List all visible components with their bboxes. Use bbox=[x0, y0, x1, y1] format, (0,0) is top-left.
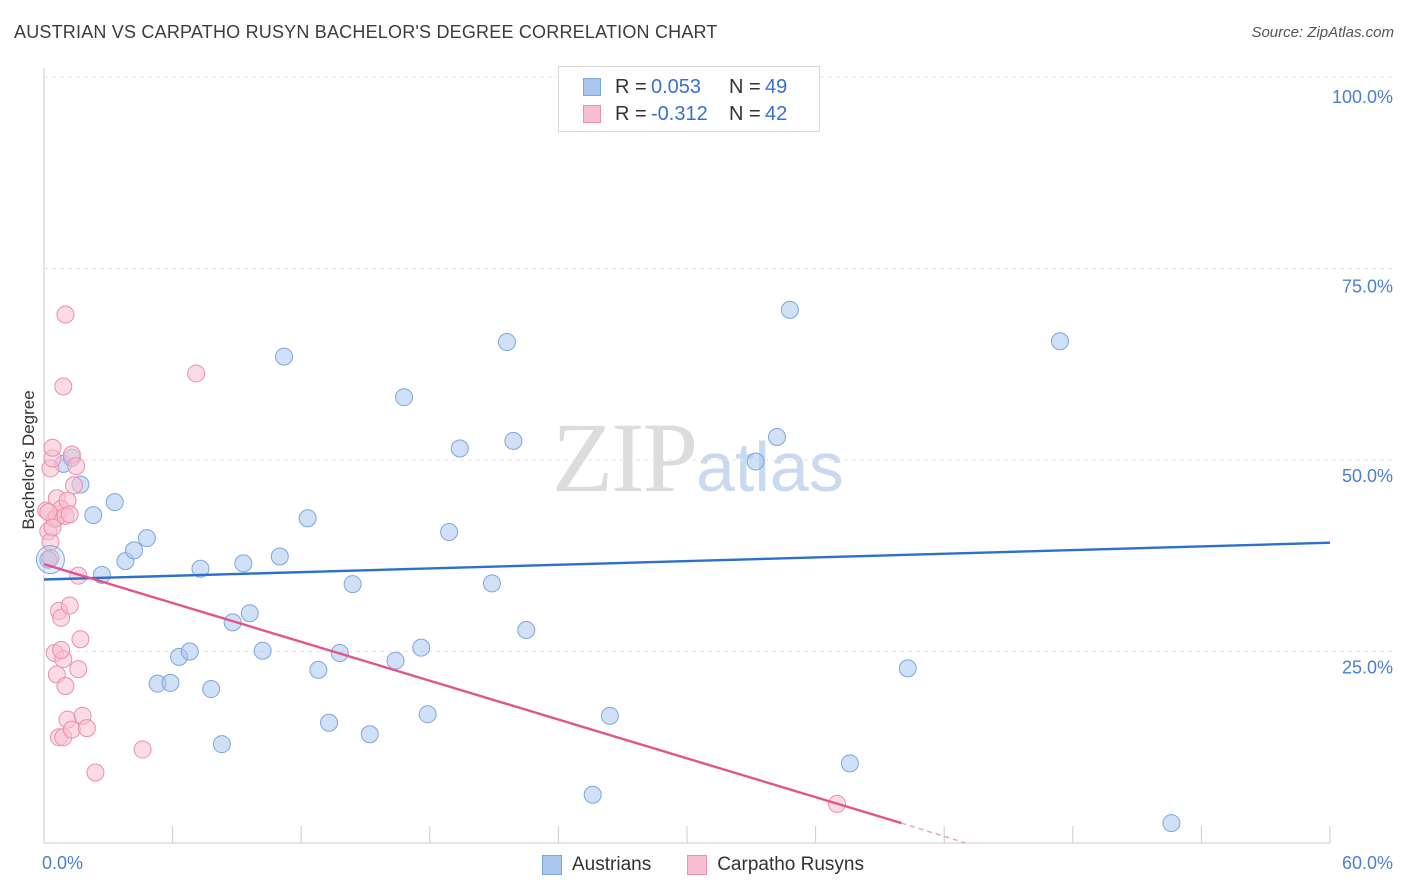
point-austrians bbox=[270, 547, 289, 566]
point-austrians bbox=[583, 785, 602, 804]
point-austrians bbox=[504, 431, 523, 450]
point-austrians bbox=[275, 347, 294, 366]
point-austrians bbox=[125, 541, 144, 560]
point-austrians bbox=[212, 735, 231, 754]
point-austrians bbox=[517, 621, 536, 640]
legend-r-label: R = bbox=[615, 75, 647, 98]
point-carpatho bbox=[39, 503, 58, 522]
data-points bbox=[35, 68, 1181, 833]
point-carpatho bbox=[60, 596, 79, 615]
point-austrians bbox=[309, 660, 328, 679]
point-carpatho bbox=[69, 660, 88, 679]
point-austrians bbox=[253, 641, 272, 660]
y-tick-label: 50.0% bbox=[1342, 466, 1393, 486]
point-carpatho bbox=[67, 457, 86, 476]
point-austrians bbox=[482, 574, 501, 593]
point-austrians bbox=[412, 638, 431, 657]
point-austrians bbox=[898, 659, 917, 678]
point-austrians bbox=[1050, 332, 1069, 351]
point-austrians bbox=[768, 428, 787, 447]
legend-label-carpatho: Carpatho Rusyns bbox=[717, 854, 864, 875]
point-austrians bbox=[191, 559, 210, 578]
point-carpatho bbox=[133, 740, 152, 759]
legend-n-label: N = bbox=[729, 102, 761, 125]
y-tick-label: 75.0% bbox=[1342, 277, 1393, 297]
point-austrians bbox=[418, 705, 437, 724]
point-austrians bbox=[137, 529, 156, 548]
point-carpatho bbox=[56, 305, 75, 324]
point-carpatho bbox=[77, 719, 96, 738]
point-austrians bbox=[84, 506, 103, 525]
point-carpatho bbox=[43, 518, 62, 537]
point-austrians bbox=[360, 725, 379, 744]
point-carpatho bbox=[62, 720, 81, 739]
point-carpatho bbox=[43, 438, 62, 457]
point-austrians-large bbox=[35, 545, 65, 575]
point-austrians bbox=[320, 713, 339, 732]
point-austrians bbox=[161, 673, 180, 692]
point-austrians bbox=[234, 554, 253, 573]
point-austrians bbox=[240, 604, 259, 623]
trend-lines bbox=[43, 541, 1331, 844]
y-tick-label: 100.0% bbox=[1332, 87, 1393, 107]
series-legend: Austrians Carpatho Rusyns bbox=[0, 852, 1406, 878]
trend-line-carpatho bbox=[43, 563, 902, 825]
point-carpatho bbox=[86, 763, 105, 782]
axes bbox=[43, 68, 1331, 844]
chart-title: AUSTRIAN VS CARPATHO RUSYN BACHELOR'S DE… bbox=[14, 22, 718, 42]
point-carpatho bbox=[65, 476, 84, 495]
point-carpatho bbox=[71, 630, 90, 649]
point-austrians bbox=[180, 642, 199, 661]
point-austrians bbox=[343, 575, 362, 594]
axis-labels: 25.0% 50.0% 75.0% 100.0% 0.0% 60.0% Bachelor's… bbox=[19, 87, 1393, 873]
legend-item-carpatho: Carpatho Rusyns bbox=[687, 854, 864, 876]
legend-r-label: R = bbox=[615, 102, 647, 125]
point-carpatho bbox=[54, 377, 73, 396]
legend-label-austrians: Austrians bbox=[572, 854, 652, 875]
legend-item-austrians: Austrians bbox=[542, 854, 651, 876]
legend-swatch-austrians bbox=[583, 78, 601, 96]
point-austrians bbox=[223, 613, 242, 632]
point-austrians bbox=[386, 651, 405, 670]
point-carpatho bbox=[60, 505, 79, 524]
point-austrians bbox=[840, 754, 859, 773]
legend-swatch-carpatho bbox=[687, 855, 708, 875]
point-austrians bbox=[780, 300, 799, 319]
legend-r-value: -0.312 bbox=[651, 102, 708, 125]
legend-row-carpatho: R = -0.312 N = 42 bbox=[583, 100, 787, 128]
point-austrians bbox=[497, 333, 516, 352]
point-carpatho bbox=[56, 676, 75, 695]
point-austrians bbox=[105, 493, 124, 512]
point-austrians bbox=[1162, 814, 1181, 833]
point-austrians bbox=[395, 388, 414, 407]
legend-n-value: 49 bbox=[765, 75, 788, 98]
point-austrians bbox=[298, 509, 317, 528]
trend-line-austrians bbox=[43, 541, 1331, 581]
legend-swatch-austrians bbox=[542, 855, 562, 875]
point-austrians bbox=[450, 439, 469, 458]
point-austrians bbox=[600, 706, 619, 725]
x-tick-label-min: 0.0% bbox=[42, 853, 83, 873]
watermark: ZIPatlas bbox=[552, 400, 844, 515]
point-carpatho bbox=[187, 364, 206, 383]
correlation-legend: R = 0.053 N = 49 R = -0.312 N = 42 bbox=[558, 66, 820, 132]
watermark-zip: ZIP bbox=[552, 402, 698, 513]
legend-row-austrians: R = 0.053 N = 49 bbox=[583, 73, 787, 101]
legend-r-value: 0.053 bbox=[651, 75, 702, 98]
legend-n-label: N = bbox=[729, 75, 761, 98]
point-austrians bbox=[746, 452, 765, 471]
x-tick-label-max: 60.0% bbox=[1342, 853, 1393, 873]
point-carpatho bbox=[52, 640, 71, 659]
point-austrians bbox=[202, 680, 221, 699]
legend-n-value: 42 bbox=[765, 102, 788, 125]
point-austrians bbox=[440, 523, 459, 542]
y-axis-label: Bachelor's Degree bbox=[19, 390, 38, 529]
legend-swatch-carpatho bbox=[583, 105, 601, 123]
trend-line-carpatho-extension bbox=[901, 822, 966, 844]
point-carpatho bbox=[52, 608, 71, 627]
source-credit: Source: ZipAtlas.com bbox=[1251, 24, 1394, 41]
y-tick-label: 25.0% bbox=[1342, 658, 1393, 678]
